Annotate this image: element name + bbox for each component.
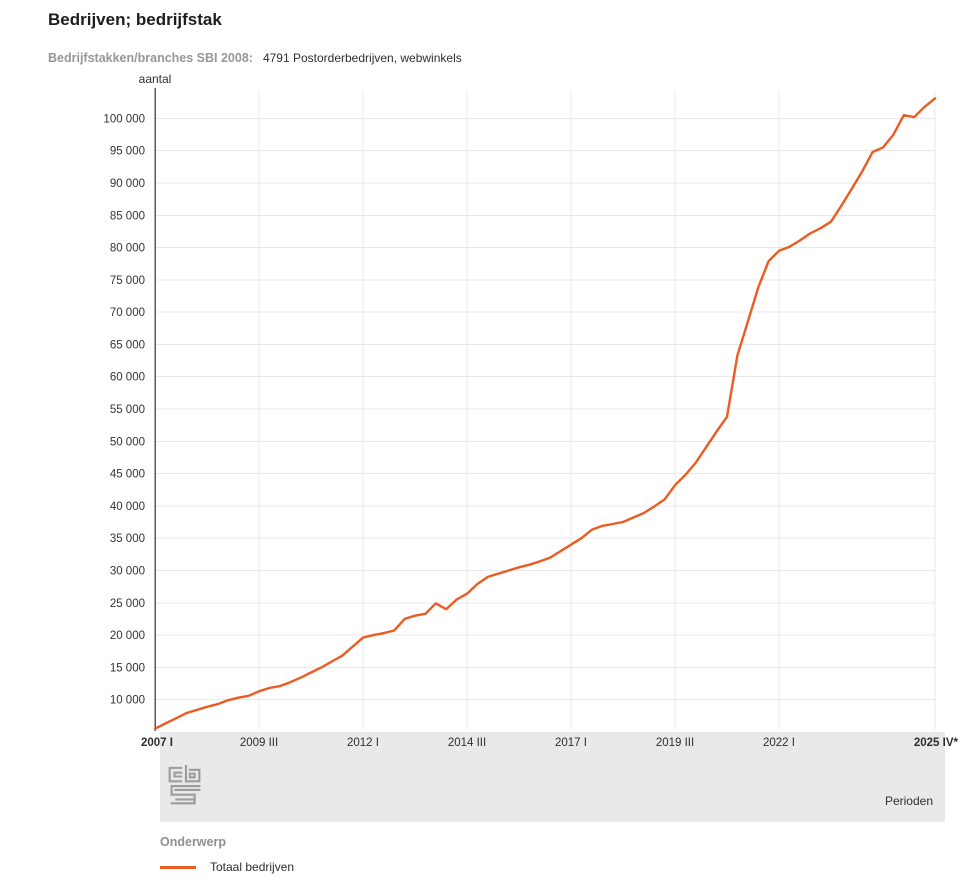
x-tick-label: 2012 I [347,737,379,749]
y-tick-label: 20 000 [110,630,145,642]
y-tick-label: 95 000 [110,146,145,158]
x-tick-label: 2014 III [448,737,486,749]
y-tick-label: 55 000 [110,404,145,416]
x-tick-label: 2022 I [763,737,795,749]
legend-line-swatch [160,865,196,869]
y-tick-label: 10 000 [110,695,145,707]
y-tick-label: 100 000 [103,113,145,125]
y-tick-label: 90 000 [110,178,145,190]
cbs-logo [168,765,201,805]
x-axis-band [160,732,945,822]
x-tick-label: 2017 I [555,737,587,749]
x-tick-label: 2009 III [240,737,278,749]
y-tick-label: 40 000 [110,501,145,513]
legend-group-label: Onderwerp [160,835,226,849]
y-tick-label: 75 000 [110,275,145,287]
filter-value[interactable]: 4791 Postorderbedrijven, webwinkels [262,51,462,65]
y-tick-label: 60 000 [110,372,145,384]
filter-label: Bedrijfstakken/branches SBI 2008: [48,51,253,65]
y-tick-label: 35 000 [110,533,145,545]
legend: Onderwerp Totaal bedrijven [160,835,294,874]
filter-bar: Bedrijfstakken/branches SBI 2008: 4791 Po… [48,51,462,65]
y-tick-label: 25 000 [110,598,145,610]
y-tick-label: 80 000 [110,243,145,255]
series-totaal-bedrijven[interactable] [153,97,937,730]
y-tick-label: 70 000 [110,307,145,319]
page-title: Bedrijven; bedrijfstak [48,10,222,29]
legend-item-label: Totaal bedrijven [210,860,295,874]
y-axis-unit-label: aantal [139,72,172,86]
y-tick-label: 15 000 [110,662,145,674]
y-tick-label: 65 000 [110,339,145,351]
x-tick-label: 2007 I [141,737,173,749]
x-tick-label: 2019 III [656,737,694,749]
x-axis-title[interactable]: Perioden [884,794,933,808]
x-tick-label: 2025 IV* [914,737,959,749]
y-tick-label: 30 000 [110,565,145,577]
y-tick-label: 50 000 [110,436,145,448]
legend-item: Totaal bedrijven [160,860,294,874]
y-tick-label: 45 000 [110,469,145,481]
y-tick-label: 85 000 [110,210,145,222]
